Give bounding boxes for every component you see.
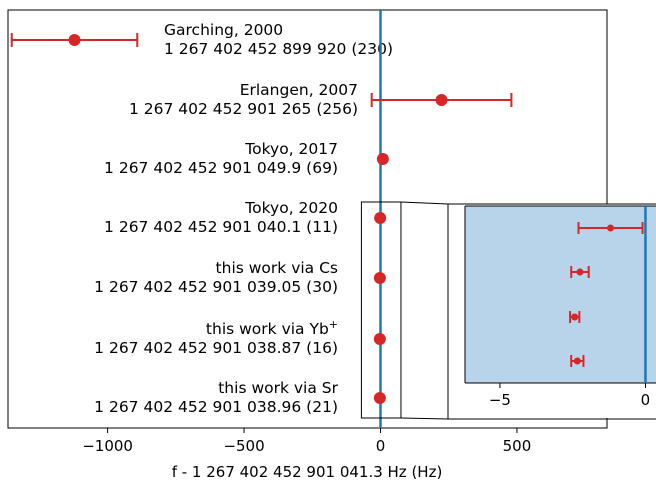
x-tick-label: −1000 <box>82 437 133 455</box>
inset-x-tick-label: 0 <box>641 391 651 409</box>
x-tick-label: 0 <box>376 437 386 455</box>
measurement-name: Tokyo, 2017 <box>244 140 338 158</box>
inset-data-point <box>607 224 615 232</box>
data-point <box>373 333 386 345</box>
connector-bottom <box>400 417 449 420</box>
inset-background <box>465 206 656 383</box>
measurement-value: 1 267 402 452 901 040.1 (11) <box>104 218 338 236</box>
inset-frame <box>447 203 656 420</box>
data-point <box>68 34 81 46</box>
inset-data-point <box>571 313 579 321</box>
data-point <box>373 392 386 404</box>
inset-x-tick-label: −5 <box>489 391 511 409</box>
x-tick-label: 500 <box>503 437 532 455</box>
x-axis-label: f - 1 267 402 452 901 041.3 Hz (Hz) <box>172 463 443 481</box>
inset-data-point <box>573 357 581 365</box>
measurement-name: Erlangen, 2007 <box>240 81 358 99</box>
measurement-value: 1 267 402 452 901 038.96 (21) <box>94 398 338 416</box>
measurement-name: this work via Cs <box>216 259 338 277</box>
data-point <box>376 153 389 165</box>
measurement-value: 1 267 402 452 901 265 (256) <box>129 100 358 118</box>
measurement-name: Tokyo, 2020 <box>244 199 338 217</box>
measurement-value: 1 267 402 452 899 920 (230) <box>164 40 393 58</box>
x-tick-label: −500 <box>223 437 264 455</box>
inset-data-point <box>576 268 584 276</box>
measurement-name: this work via Sr <box>218 379 338 397</box>
connector-top <box>400 201 449 205</box>
measurement-name: this work via Yb+ <box>206 318 338 338</box>
data-point <box>374 212 387 224</box>
zoom-connector-lines <box>360 201 449 420</box>
measurement-value: 1 267 402 452 901 039.05 (30) <box>94 278 338 296</box>
measurement-value: 1 267 402 452 901 049.9 (69) <box>104 159 338 177</box>
data-point <box>373 272 386 284</box>
data-point <box>435 94 448 106</box>
inset-plot: −5 0 <box>447 203 656 420</box>
measurement-name: Garching, 2000 <box>164 21 283 39</box>
measurement-value: 1 267 402 452 901 038.87 (16) <box>94 339 338 357</box>
zoom-box <box>360 201 402 419</box>
main-plot-area: −1000 −500 0 500 <box>7 9 608 455</box>
